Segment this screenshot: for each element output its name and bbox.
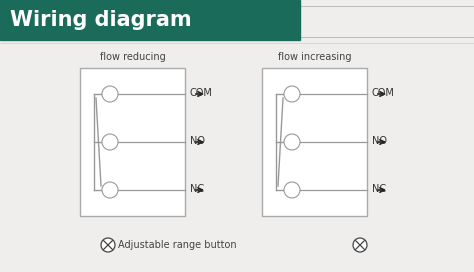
Circle shape — [102, 86, 118, 102]
Text: NC: NC — [190, 184, 204, 194]
Circle shape — [353, 238, 367, 252]
Text: COM: COM — [372, 88, 395, 98]
Circle shape — [284, 134, 300, 150]
Bar — [0, 0, 300, 40]
Bar — [80, 68, 185, 216]
Text: flow increasing: flow increasing — [278, 52, 351, 62]
Text: COM: COM — [190, 88, 213, 98]
Text: NC: NC — [372, 184, 386, 194]
Text: NO: NO — [372, 136, 387, 146]
Circle shape — [284, 182, 300, 198]
Circle shape — [102, 134, 118, 150]
Text: Wiring diagram: Wiring diagram — [10, 10, 191, 30]
Circle shape — [284, 86, 300, 102]
Circle shape — [101, 238, 115, 252]
Text: NO: NO — [190, 136, 205, 146]
Text: Adjustable range button: Adjustable range button — [118, 240, 237, 250]
Circle shape — [102, 182, 118, 198]
Bar — [262, 68, 367, 216]
Text: flow reducing: flow reducing — [100, 52, 165, 62]
